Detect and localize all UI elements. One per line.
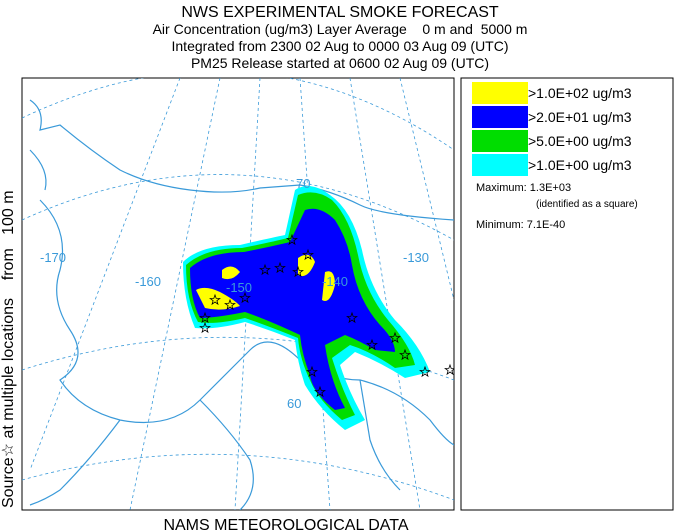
- lon-label: -140: [322, 274, 348, 289]
- plume: [183, 186, 430, 430]
- subtitle: Air Concentration (ug/m3) Layer Average …: [153, 21, 528, 37]
- plume-level-2: [190, 208, 395, 410]
- legend: Maximum: 1.3E+03 (identified as a square…: [460, 77, 674, 511]
- legend-maximum: Maximum: 1.3E+03: [476, 182, 571, 194]
- plume-level-1: [222, 266, 240, 280]
- legend-label: >1.0E+00 ug/m3: [528, 157, 632, 173]
- side-label: Source☆ at multiple locations from 100 m: [0, 190, 17, 508]
- legend-swatch: [472, 130, 528, 152]
- lat-label: 60: [287, 396, 301, 411]
- legend-label: >5.0E+00 ug/m3: [528, 133, 632, 149]
- legend-minimum: Minimum: 7.1E-40: [476, 219, 565, 231]
- legend-maximum-note: (identified as a square): [536, 199, 638, 210]
- map: -170 -160 -150 -140 -130 70 60: [21, 77, 455, 511]
- graticule-labels: -170 -160 -150 -140 -130 70 60: [40, 176, 429, 411]
- legend-swatch: [472, 106, 528, 128]
- subtitle: PM25 Release started at 0600 02 Aug 09 (…: [191, 55, 489, 71]
- legend-swatch: [472, 82, 528, 104]
- footer: NAMS METEOROLOGICAL DATA: [163, 517, 408, 532]
- legend-swatch: [472, 154, 528, 176]
- lon-label: -170: [40, 250, 66, 265]
- coastline: [29, 99, 454, 510]
- lon-label: -150: [226, 280, 252, 295]
- plume-level-1: [322, 271, 335, 301]
- subtitle: Integrated from 2300 02 Aug to 0000 03 A…: [172, 38, 509, 54]
- title: NWS EXPERIMENTAL SMOKE FORECAST: [181, 4, 499, 21]
- legend-label: >2.0E+01 ug/m3: [528, 109, 632, 125]
- lon-label: -160: [135, 274, 161, 289]
- lon-label: -130: [403, 250, 429, 265]
- lat-label: 70: [296, 176, 310, 191]
- legend-label: >1.0E+02 ug/m3: [528, 85, 632, 101]
